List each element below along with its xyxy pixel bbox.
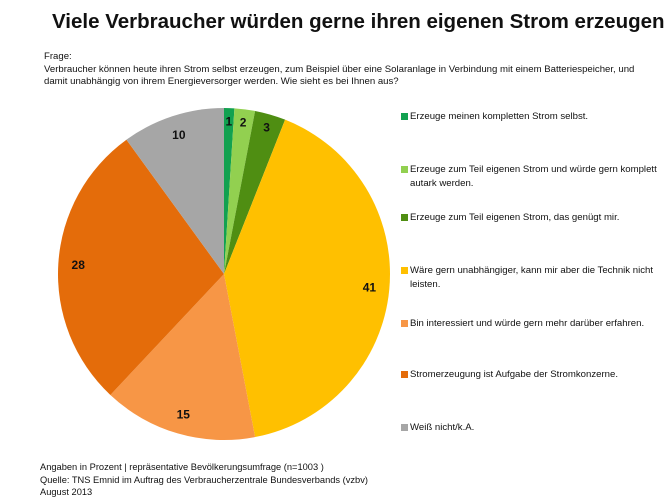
footer: Angaben in Prozent | repräsentative Bevö… <box>40 461 368 499</box>
pie-slice-1 <box>224 108 256 274</box>
data-label: 41 <box>363 281 377 295</box>
pie-slice-3 <box>224 119 390 438</box>
legend-item: Erzeuge zum Teil eigenen Strom und würde… <box>401 163 661 191</box>
question-text: Verbraucher können heute ihren Strom sel… <box>44 63 635 88</box>
data-label: 28 <box>72 258 86 272</box>
legend-swatch <box>401 166 408 173</box>
legend-item: Stromerzeugung ist Aufgabe der Stromkonz… <box>401 368 661 382</box>
legend-item: Erzeuge zum Teil eigenen Strom, das genü… <box>401 211 661 225</box>
legend-label: Erzeuge zum Teil eigenen Strom und würde… <box>410 164 657 189</box>
legend-item: Wäre gern unabhängiger, kann mir aber di… <box>401 264 661 292</box>
legend-swatch <box>401 267 408 274</box>
data-label: 1 <box>225 114 232 128</box>
legend-item: Erzeuge meinen kompletten Strom selbst. <box>401 110 661 124</box>
pie-slice-4 <box>110 274 256 441</box>
footer-date: August 2013 <box>40 487 93 497</box>
legend-swatch <box>401 113 408 120</box>
pie-slice-5 <box>57 139 225 396</box>
question-label: Frage: <box>44 51 72 62</box>
legend-item: Bin interessiert und würde gern mehr dar… <box>401 317 661 331</box>
pie-slice-6 <box>126 108 224 274</box>
legend-label: Erzeuge meinen kompletten Strom selbst. <box>410 111 589 122</box>
footer-note: Angaben in Prozent | repräsentative Bevö… <box>40 462 324 472</box>
data-label: 10 <box>172 128 186 142</box>
legend-swatch <box>401 320 408 327</box>
legend-swatch <box>401 424 408 431</box>
legend-label: Weiß nicht/k.A. <box>410 422 475 433</box>
legend-label: Stromerzeugung ist Aufgabe der Stromkonz… <box>410 369 618 380</box>
footer-source: Quelle: TNS Emnid im Auftrag des Verbrau… <box>40 474 368 485</box>
question-block: Frage: Verbraucher können heute ihren St… <box>44 51 644 89</box>
data-label: 3 <box>263 120 270 134</box>
legend-label: Bin interessiert und würde gern mehr dar… <box>410 318 645 329</box>
data-label: 2 <box>240 115 247 129</box>
legend-item: Weiß nicht/k.A. <box>401 421 661 435</box>
legend-label: Wäre gern unabhängiger, kann mir aber di… <box>410 265 654 290</box>
pie-slice-0 <box>224 108 235 274</box>
legend-label: Erzeuge zum Teil eigenen Strom, das genü… <box>410 212 620 223</box>
legend-swatch <box>401 371 408 378</box>
chart-title: Viele Verbraucher würden gerne ihren eig… <box>52 10 665 33</box>
legend-swatch <box>401 214 408 221</box>
data-label: 15 <box>177 407 191 421</box>
pie-slice-2 <box>224 110 286 275</box>
